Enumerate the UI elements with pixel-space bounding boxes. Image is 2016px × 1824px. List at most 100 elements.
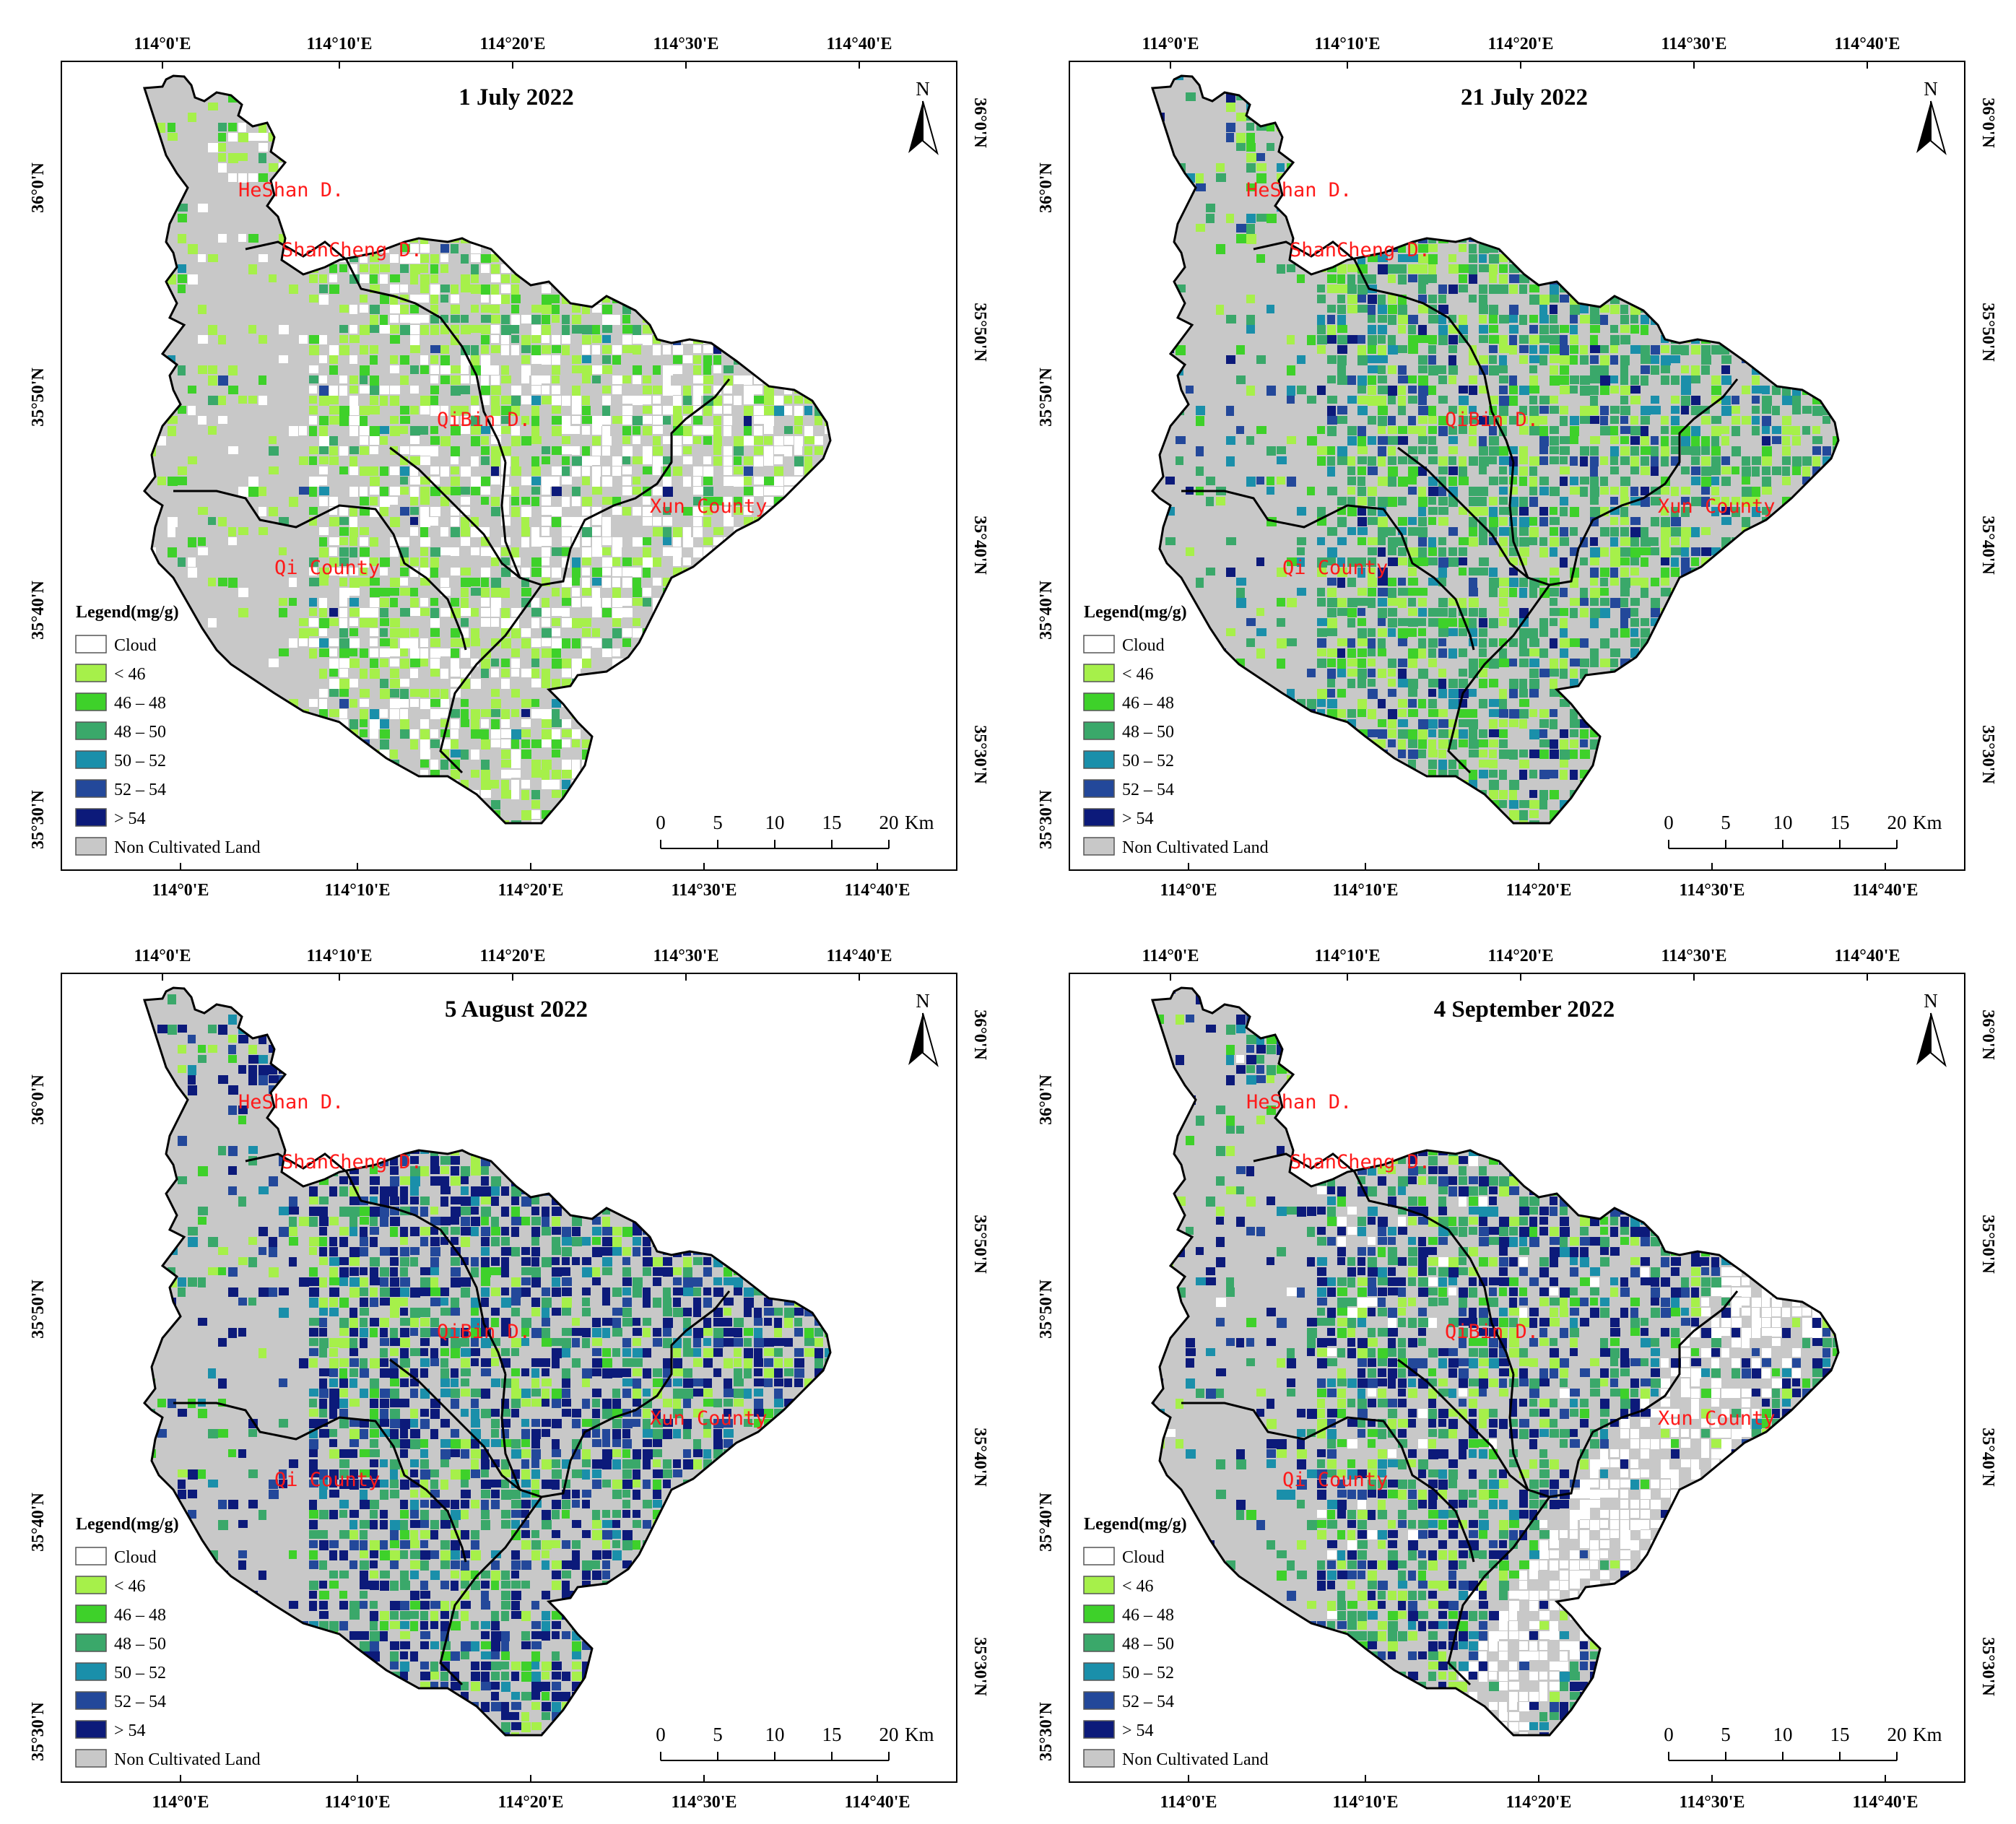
north-label: N (1924, 78, 1938, 100)
district-boundary (1447, 1496, 1551, 1686)
legend-item-label: 46 – 48 (114, 694, 166, 713)
region-label: QiBin D. (1445, 1321, 1539, 1343)
scale-tick-label: 15 (822, 812, 842, 833)
y-tick-label-right: 35°50'N (970, 303, 989, 362)
legend-swatch (1083, 1547, 1115, 1565)
district-boundary (1549, 1290, 1739, 1498)
scale-tick-label: 20 (879, 1724, 899, 1745)
x-tick-label-top: 114°10'E (307, 35, 373, 53)
legend-swatch (75, 635, 107, 653)
legend-item-label: Cloud (1122, 636, 1165, 655)
region-label: HeShan D. (1246, 179, 1352, 201)
legend-swatch (75, 1576, 107, 1594)
legend-item-label: < 46 (1122, 1577, 1154, 1596)
region-label: QiBin D. (1445, 409, 1539, 431)
legend-item-label: > 54 (1122, 1721, 1154, 1740)
x-tick-label-bottom: 114°30'E (1680, 1793, 1745, 1812)
y-tick-label-right: 35°30'N (1978, 1637, 1997, 1696)
district-boundary (1397, 1358, 1550, 1498)
y-tick-label-left: 35°50'N (29, 368, 48, 427)
x-tick-label-top: 114°0'E (1142, 947, 1199, 965)
legend-swatch (1083, 750, 1115, 769)
legend-item-label: Cloud (114, 636, 157, 655)
legend-swatch (75, 1547, 107, 1565)
y-tick-label-right: 35°40'N (1978, 1428, 1997, 1487)
y-tick-label-left: 36°0'N (1037, 1074, 1056, 1125)
scale-tick-label: 10 (1773, 1724, 1793, 1745)
region-label: ShanCheng D. (282, 239, 422, 261)
scale-tick-label: 5 (1721, 812, 1731, 833)
legend-item-label: > 54 (114, 1721, 146, 1740)
x-tick-label-bottom: 114°40'E (1853, 1793, 1919, 1812)
x-tick-label-bottom: 114°20'E (1506, 1793, 1572, 1812)
legend-item-label: 46 – 48 (114, 1606, 166, 1625)
legend-swatch (1083, 1749, 1115, 1768)
x-tick-label-top: 114°20'E (480, 35, 546, 53)
y-tick-label-right: 35°30'N (970, 1637, 989, 1696)
legend-swatch (75, 664, 107, 682)
map-panel: 5 August 2022 HeShan D. ShanCheng D. QiBin … (0, 912, 1008, 1824)
legend-swatch (75, 1633, 107, 1652)
y-tick-label-left: 36°0'N (29, 1074, 48, 1125)
legend-item-label: 46 – 48 (1122, 1606, 1174, 1625)
y-tick-label-left: 35°40'N (1037, 1493, 1056, 1552)
scale-tick-label: 0 (1664, 812, 1674, 833)
district-boundary (1549, 378, 1739, 586)
legend-swatch (75, 750, 107, 769)
region-label: ShanCheng D. (1290, 239, 1430, 261)
legend-title: Legend(mg/g) (1084, 1515, 1187, 1534)
district-boundary (439, 584, 543, 774)
y-tick-label-right: 35°50'N (1978, 1215, 1997, 1274)
y-tick-label-left: 35°40'N (1037, 581, 1056, 640)
legend-swatch (75, 1749, 107, 1768)
y-tick-label-left: 35°30'N (29, 1702, 48, 1761)
y-tick-label-left: 35°30'N (29, 790, 48, 849)
north-label: N (1924, 990, 1938, 1012)
scale-tick-label: 5 (713, 812, 723, 833)
legend-item-label: Non Cultivated Land (114, 1750, 261, 1769)
region-label: Xun County (1658, 495, 1776, 518)
legend-title: Legend(mg/g) (76, 1515, 179, 1534)
map-panel: 21 July 2022 HeShan D. ShanCheng D. QiBin D… (1008, 0, 2016, 912)
y-tick-label-left: 35°30'N (1037, 1702, 1056, 1761)
district-boundary (1508, 1373, 1529, 1490)
district-boundary (541, 378, 731, 586)
y-tick-label-left: 35°50'N (1037, 368, 1056, 427)
north-arrow-icon (1916, 1012, 1947, 1067)
x-tick-label-top: 114°40'E (1835, 947, 1900, 965)
x-tick-label-bottom: 114°0'E (1160, 1793, 1217, 1812)
legend-swatch (1083, 1576, 1115, 1594)
legend-item-label: > 54 (1122, 809, 1154, 828)
district-boundary (389, 446, 542, 586)
scale-tick-label: 0 (656, 812, 666, 833)
x-tick-label-top: 114°20'E (480, 947, 546, 965)
scale-unit: Km (905, 1724, 934, 1745)
legend-item-label: 50 – 52 (1122, 752, 1174, 770)
scale-tick-label: 10 (1773, 812, 1793, 833)
map-frame (1069, 973, 1965, 1783)
region-label: HeShan D. (1246, 1091, 1352, 1113)
study-area-boundary (1150, 74, 1840, 825)
x-tick-label-top: 114°20'E (1488, 35, 1554, 53)
scale-tick-label: 5 (713, 1724, 723, 1745)
x-tick-label-bottom: 114°10'E (1333, 881, 1399, 900)
y-tick-label-left: 35°50'N (1037, 1280, 1056, 1339)
x-tick-label-bottom: 114°0'E (1160, 881, 1217, 900)
legend-item-label: Cloud (114, 1548, 157, 1567)
district-boundary (173, 1402, 467, 1563)
x-tick-label-bottom: 114°30'E (672, 1793, 737, 1812)
legend-item-label: 50 – 52 (114, 1664, 166, 1682)
scale-tick-label: 5 (1721, 1724, 1731, 1745)
district-boundary (1253, 240, 1515, 463)
x-tick-label-top: 114°10'E (1315, 947, 1381, 965)
y-tick-label-left: 35°40'N (29, 1493, 48, 1552)
y-tick-label-right: 35°30'N (970, 725, 989, 784)
x-tick-label-top: 114°0'E (134, 35, 191, 53)
region-label: QiBin D. (437, 409, 531, 431)
y-tick-label-right: 35°40'N (970, 516, 989, 575)
legend-swatch (1083, 721, 1115, 740)
x-tick-label-top: 114°30'E (653, 35, 719, 53)
legend-item-label: < 46 (114, 1577, 146, 1596)
legend-item-label: Cloud (1122, 1548, 1165, 1567)
legend-item-label: Non Cultivated Land (1122, 838, 1269, 857)
